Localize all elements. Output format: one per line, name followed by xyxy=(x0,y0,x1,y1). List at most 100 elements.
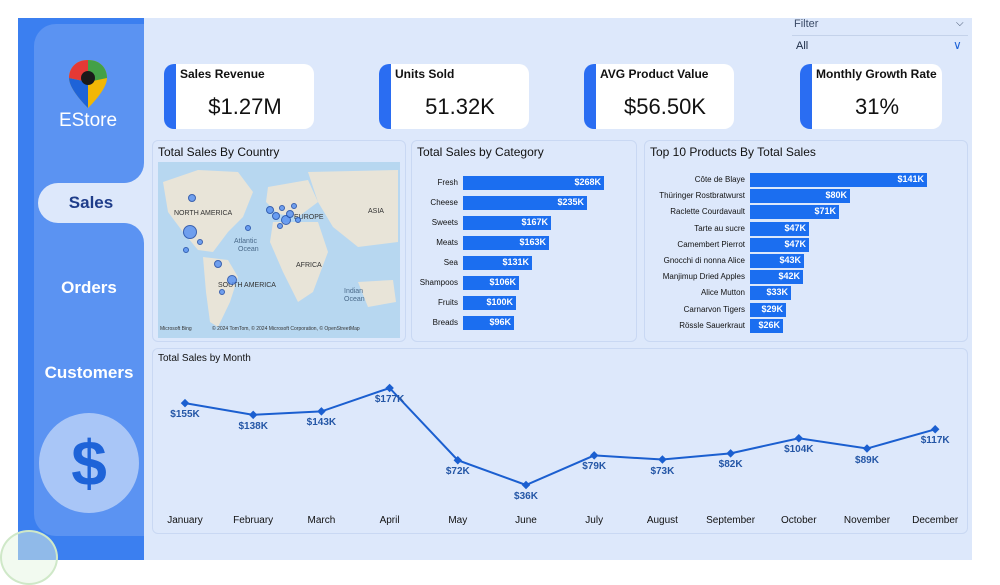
filter-dropdown[interactable]: All xyxy=(796,40,809,52)
world-map[interactable]: NORTH AMERICA EUROPE ASIA Atlantic Ocean… xyxy=(158,162,400,338)
line-value-label: $82K xyxy=(718,459,743,471)
bar[interactable]: $268K xyxy=(463,176,604,190)
nav-item-customers[interactable]: Customers xyxy=(44,363,134,382)
line-value-label: $73K xyxy=(650,465,675,477)
line-value-label: $36K xyxy=(514,491,538,502)
bar-category-label: Sweets xyxy=(431,218,458,227)
line-value-label: $177K xyxy=(374,394,405,405)
line-point[interactable] xyxy=(453,455,463,465)
line-value-label: $117K xyxy=(920,435,950,447)
watermark-icon xyxy=(0,530,58,585)
map-bubble[interactable] xyxy=(214,260,222,268)
bar-value-label: $43K xyxy=(779,255,801,265)
map-label-south-america: SOUTH AMERICA xyxy=(218,282,276,289)
nav-item-orders[interactable]: Orders xyxy=(61,278,117,297)
month-tick-label: February xyxy=(233,515,274,526)
map-label-asia: ASIA xyxy=(368,208,384,215)
bar-category-label: Côte de Blaye xyxy=(694,175,745,184)
bar-value-label: $141K xyxy=(897,174,924,184)
kpi-accent-strip xyxy=(164,64,176,129)
map-bubble[interactable] xyxy=(245,225,251,231)
filter-label: Filter xyxy=(794,18,819,30)
kpi-value: 31% xyxy=(854,94,900,119)
map-bubble[interactable] xyxy=(291,203,297,209)
bar-category-label: Tarte au sucre xyxy=(694,223,745,233)
bar[interactable]: $100K xyxy=(463,296,516,310)
chevron-down-icon[interactable]: ∨ xyxy=(953,38,962,52)
bar[interactable]: $47K xyxy=(750,237,809,252)
line-point[interactable] xyxy=(862,444,872,453)
line-point[interactable] xyxy=(726,449,735,458)
kpi-accent-strip xyxy=(800,64,812,129)
map-bubble[interactable] xyxy=(188,194,196,202)
filter-chevron-icon[interactable]: ⌵ xyxy=(956,18,964,29)
map-bubble[interactable] xyxy=(227,275,237,285)
bar[interactable]: $141K xyxy=(750,173,927,187)
bar-value-label: $47K xyxy=(784,222,806,233)
bar-category-label: Fruits xyxy=(438,298,458,307)
bar[interactable]: $163K xyxy=(463,236,549,250)
brand-name: EStore xyxy=(58,110,118,131)
month-tick-label: June xyxy=(515,515,537,526)
bar[interactable]: $47K xyxy=(750,221,809,236)
kpi-card-avg-product-value: AVG Product Value $56.50K xyxy=(584,64,734,129)
line-point[interactable] xyxy=(930,425,940,434)
bar[interactable]: $96K xyxy=(463,316,514,330)
bar[interactable]: $26K xyxy=(750,318,783,333)
map-bubble[interactable] xyxy=(183,225,197,239)
line-value-label: $143K xyxy=(306,417,337,429)
kpi-card-monthly-growth: Monthly Growth Rate 31% xyxy=(800,64,942,129)
line-point[interactable] xyxy=(658,455,667,464)
bar[interactable]: $167K xyxy=(463,216,551,230)
bar-category-label: Shampoos xyxy=(419,278,458,287)
map-bubble[interactable] xyxy=(295,217,301,223)
top-products-card-title: Top 10 Products By Total Sales xyxy=(650,145,816,159)
map-bubble[interactable] xyxy=(272,212,280,220)
line-point[interactable] xyxy=(385,383,394,393)
line-point[interactable] xyxy=(248,410,258,420)
bar[interactable]: $71K xyxy=(750,205,839,220)
map-bubble[interactable] xyxy=(197,239,203,245)
category-card-title: Total Sales by Category xyxy=(417,145,544,159)
bar[interactable]: $43K xyxy=(750,254,804,268)
bar[interactable]: $29K xyxy=(750,302,786,317)
line-point[interactable] xyxy=(317,407,326,416)
bar[interactable]: $106K xyxy=(463,276,519,290)
line-point[interactable] xyxy=(521,480,531,490)
map-bubble[interactable] xyxy=(183,247,189,253)
bar[interactable]: $131K xyxy=(463,256,532,270)
bar[interactable]: $33K xyxy=(750,286,791,301)
monthly-card-title: Total Sales by Month xyxy=(158,353,251,364)
kpi-label: Monthly Growth Rate xyxy=(816,67,937,81)
map-land-australia xyxy=(358,280,396,307)
line-point[interactable] xyxy=(794,433,804,443)
line-value-label: $72K xyxy=(445,466,470,478)
map-attribution[interactable]: © 2024 TomTom, © 2024 Microsoft Corporat… xyxy=(212,326,360,332)
line-point[interactable] xyxy=(180,398,190,408)
bar[interactable]: $80K xyxy=(750,189,850,204)
bar-value-label: $96K xyxy=(489,317,511,327)
sales-line xyxy=(184,386,936,487)
bar[interactable]: $235K xyxy=(463,196,587,210)
line-point[interactable] xyxy=(589,451,599,460)
bar-value-label: $26K xyxy=(758,319,780,330)
map-label-atlantic: Atlantic xyxy=(234,238,257,245)
bar-category-label: Raclette Courdavault xyxy=(670,207,745,217)
bar-value-label: $100K xyxy=(486,297,513,307)
map-bubble[interactable] xyxy=(266,206,274,214)
line-value-label: $79K xyxy=(582,461,607,473)
bar-category-label: Thüringer Rostbratwurst xyxy=(659,191,745,201)
map-bubble[interactable] xyxy=(279,205,285,211)
month-tick-label: November xyxy=(843,515,891,526)
map-bubble[interactable] xyxy=(219,289,225,295)
month-tick-label: May xyxy=(448,515,468,526)
map-label-indian: Indian xyxy=(344,288,364,295)
map-bubble[interactable] xyxy=(277,223,283,229)
bar-category-label: Breads xyxy=(432,318,458,327)
bar[interactable]: $42K xyxy=(750,270,803,285)
bar-value-label: $80K xyxy=(825,190,847,201)
map-bubble[interactable] xyxy=(286,210,294,218)
nav-item-sales[interactable]: Sales xyxy=(38,183,144,223)
